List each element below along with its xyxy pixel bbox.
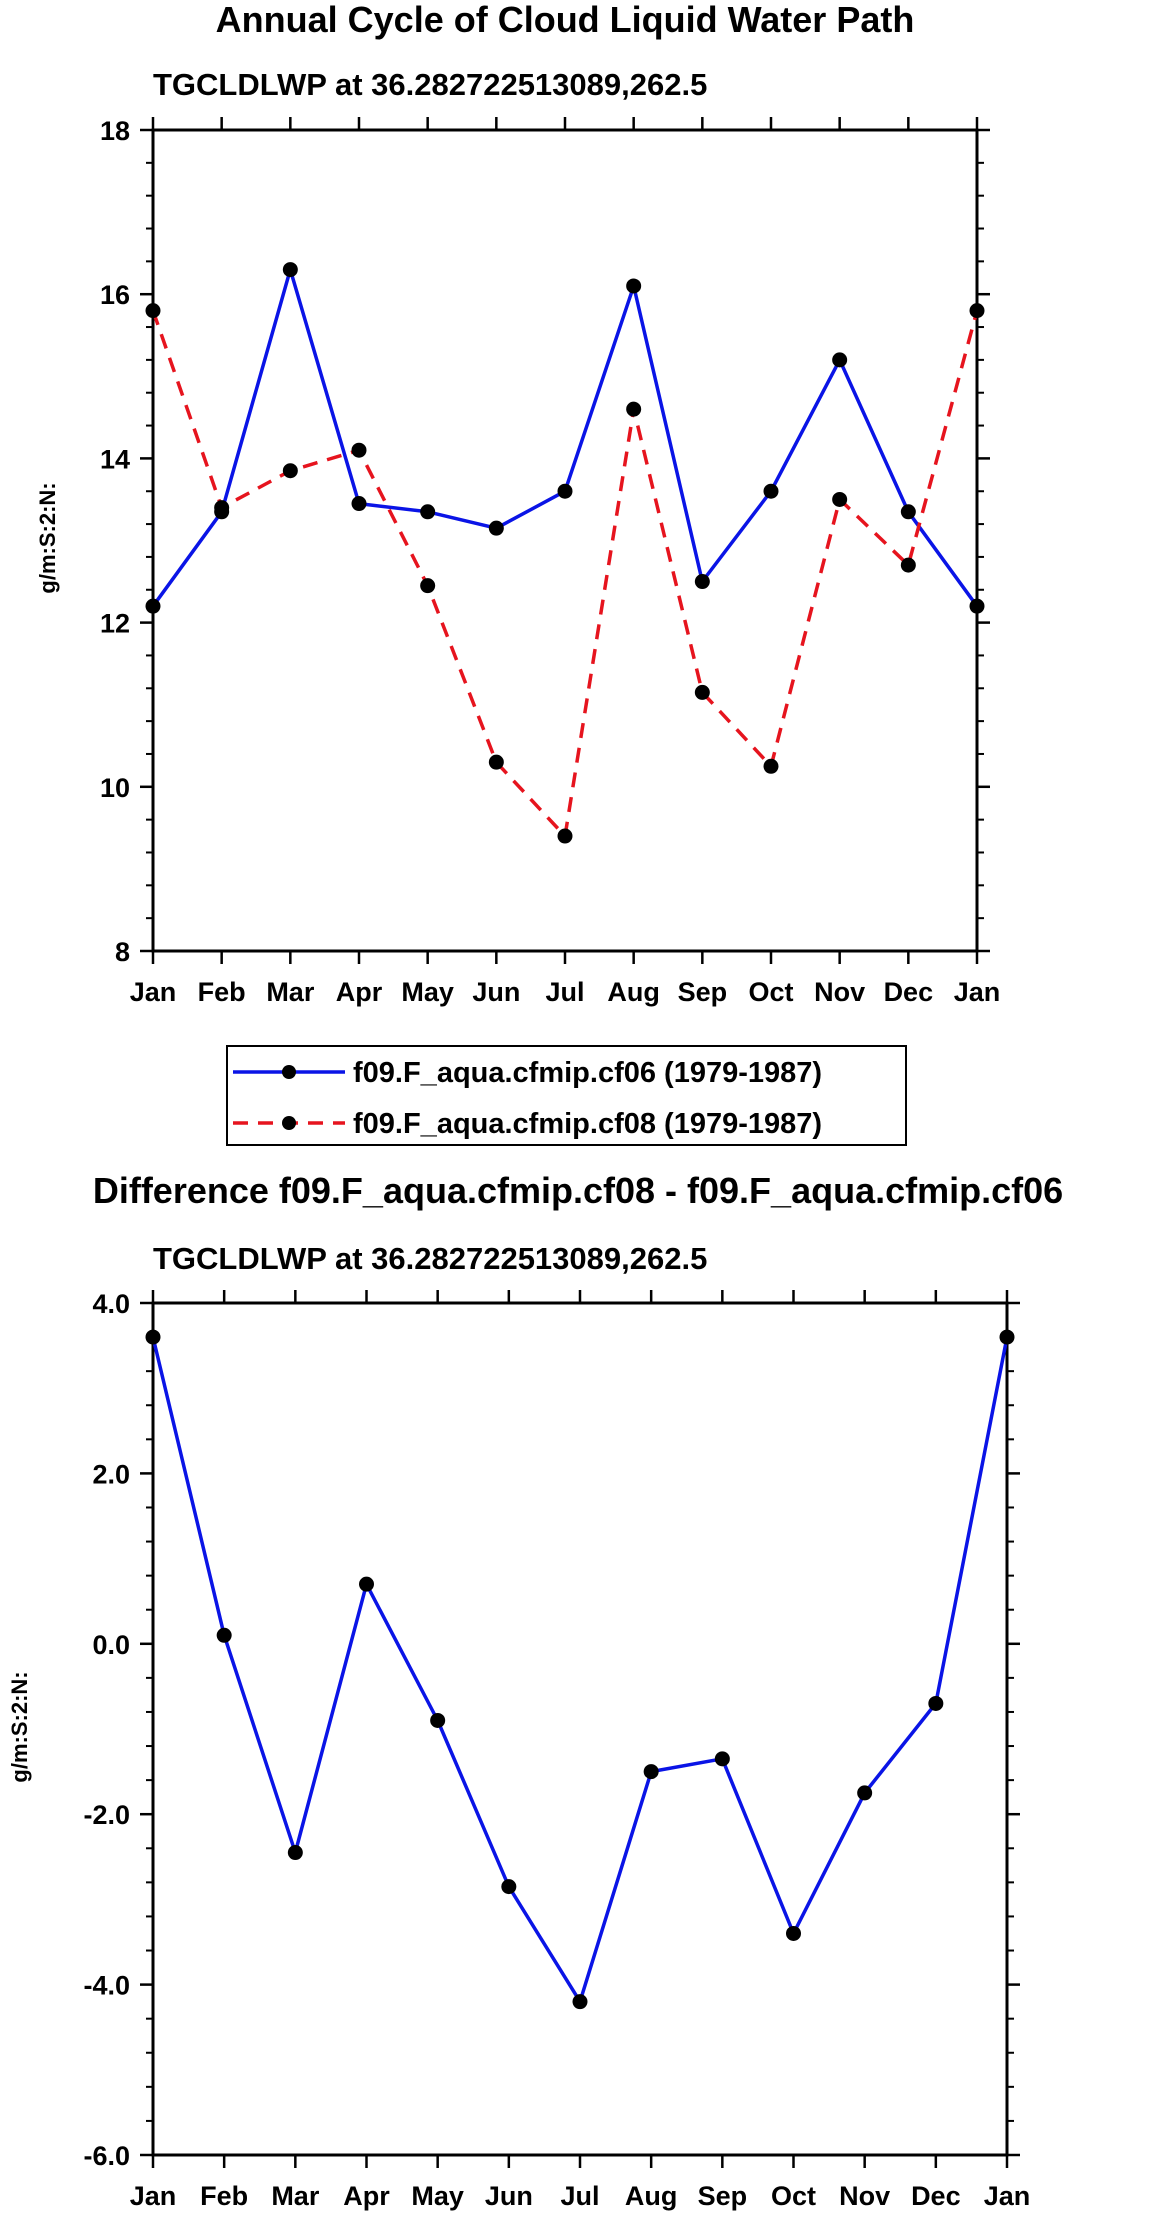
chart1-ytick-label: 16 (100, 280, 130, 310)
chart1-series-1-point (351, 496, 367, 512)
chart1-series-2-point (763, 758, 779, 774)
chart1-xtick-label: Nov (814, 977, 865, 1007)
chart2-xtick-label: Aug (625, 2181, 677, 2211)
chart1-ytick-label: 12 (100, 609, 130, 639)
chart2-series-1-point (643, 1764, 659, 1780)
chart1-ytick-label: 10 (100, 773, 130, 803)
legend-label-series-1: f09.F_aqua.cfmip.cf06 (1979-1987) (353, 1057, 822, 1089)
chart2-series-1-point (145, 1329, 161, 1345)
chart1-series-1-point (694, 574, 710, 590)
chart1-xtick-label: Aug (607, 977, 659, 1007)
chart1-series-1-point (969, 598, 985, 614)
cloud-liquid-water-path-chart: Annual Cycle of Cloud Liquid Water Path … (35, 0, 1000, 1007)
chart1-xtick-label: Sep (678, 977, 728, 1007)
chart2-ytick-label: -6.0 (83, 2141, 130, 2171)
chart2-xtick-label: Jan (130, 2181, 177, 2211)
chart1-series-1-point (832, 352, 848, 368)
chart1-series-2-point (969, 303, 985, 319)
chart2-xtick-label: Dec (911, 2181, 961, 2211)
chart1-ylabel: g/m:S:2:N: (35, 482, 60, 593)
chart1-series-1-point (145, 598, 161, 614)
chart2-xtick-label: Oct (771, 2181, 816, 2211)
chart1-ytick-label: 18 (100, 116, 130, 146)
chart1-ytick-label: 14 (100, 444, 130, 474)
chart1-title: Annual Cycle of Cloud Liquid Water Path (216, 0, 915, 40)
legend-marker-series-1 (282, 1065, 296, 1079)
chart1-series-1-point (282, 262, 298, 278)
chart1-series-2-point (488, 754, 504, 770)
chart1-xtick-label: Jun (472, 977, 520, 1007)
chart2-ytick-label: 4.0 (92, 1289, 130, 1319)
chart1-series-2-point (420, 578, 436, 594)
chart2-series-1-point (287, 1845, 303, 1861)
chart2-ytick-label: 0.0 (92, 1630, 130, 1660)
chart1-legend: f09.F_aqua.cfmip.cf06 (1979-1987) f09.F_… (226, 1045, 907, 1146)
legend-marker-series-2 (282, 1116, 296, 1130)
chart2-xtick-label: May (411, 2181, 464, 2211)
chart2-xtick-label: Jan (984, 2181, 1031, 2211)
chart1-series-2-point (626, 401, 642, 417)
chart2-series-1-point (430, 1712, 446, 1728)
chart2-ytick-label: 2.0 (92, 1459, 130, 1489)
chart1-series-1-point (488, 520, 504, 536)
chart2-series-1-point (786, 1925, 801, 1941)
chart1-xtick-label: Jan (954, 977, 1001, 1007)
chart1-series-1-point (626, 278, 642, 294)
chart1-xtick-label: Feb (198, 977, 246, 1007)
chart1-series-1-point (557, 483, 573, 499)
chart2-series-1-point (999, 1329, 1015, 1345)
chart1-series-line-1 (151, 267, 979, 608)
chart2-ylabel: g/m:S:2:N: (7, 1671, 32, 1782)
legend-label-series-2: f09.F_aqua.cfmip.cf08 (1979-1987) (353, 1108, 822, 1140)
chart2-xtick-label: Jun (485, 2181, 533, 2211)
chart2-xtick-label: Apr (343, 2181, 390, 2211)
chart1-series-2-point (214, 500, 230, 516)
chart1-xtick-label: Oct (748, 977, 793, 1007)
chart1-xtick-label: Dec (884, 977, 934, 1007)
chart2-xtick-label: Nov (839, 2181, 890, 2211)
legend-frame (226, 1045, 907, 1146)
chart1-series-2-point (557, 828, 573, 844)
chart1-xtick-label: Mar (266, 977, 315, 1007)
chart2-ytick-label: -4.0 (83, 1971, 130, 2001)
chart1-series-2-point (145, 303, 161, 319)
chart2-series-1-point (359, 1576, 374, 1592)
chart2-xtick-label: Jul (560, 2181, 599, 2211)
chart1-xtick-label: Apr (336, 977, 383, 1007)
chart1-series-1-point (420, 504, 436, 520)
chart2-series-1-point (714, 1751, 730, 1767)
chart1-xtick-label: May (401, 977, 454, 1007)
difference-chart: Difference f09.F_aqua.cfmip.cf08 - f09.F… (7, 1170, 1063, 2211)
chart2-xtick-label: Mar (271, 2181, 320, 2211)
chart1-series-2-point (832, 491, 848, 507)
chart1-series-2-point (351, 442, 367, 458)
chart1-series-1-point (763, 483, 779, 499)
chart2-series-line-1 (151, 1336, 1009, 2004)
chart1-series-1-point (900, 504, 916, 520)
chart2-title: Difference f09.F_aqua.cfmip.cf08 - f09.F… (93, 1170, 1063, 1211)
chart2-series-1-point (857, 1785, 873, 1801)
chart2-xtick-label: Sep (698, 2181, 748, 2211)
chart1-series-2-point (900, 557, 916, 573)
chart2-xtick-label: Feb (200, 2181, 248, 2211)
chart1-ytick-label: 8 (115, 937, 130, 967)
chart1-series-2-point (282, 463, 298, 479)
chart2-subtitle: TGCLDLWP at 36.282722513089,262.5 (153, 1241, 707, 1276)
chart2-ytick-label: -2.0 (83, 1800, 130, 1830)
chart1-xtick-label: Jan (130, 977, 177, 1007)
chart1-subtitle: TGCLDLWP at 36.282722513089,262.5 (153, 67, 707, 102)
chart1-series-2-point (694, 684, 710, 700)
chart1-xtick-label: Jul (545, 977, 584, 1007)
chart2-plot-frame (151, 1301, 1009, 2157)
chart2-series-1-point (501, 1879, 517, 1895)
chart2-series-1-point (216, 1627, 232, 1643)
chart2-series-1-point (572, 1994, 588, 2010)
chart2-series-1-point (928, 1695, 944, 1711)
